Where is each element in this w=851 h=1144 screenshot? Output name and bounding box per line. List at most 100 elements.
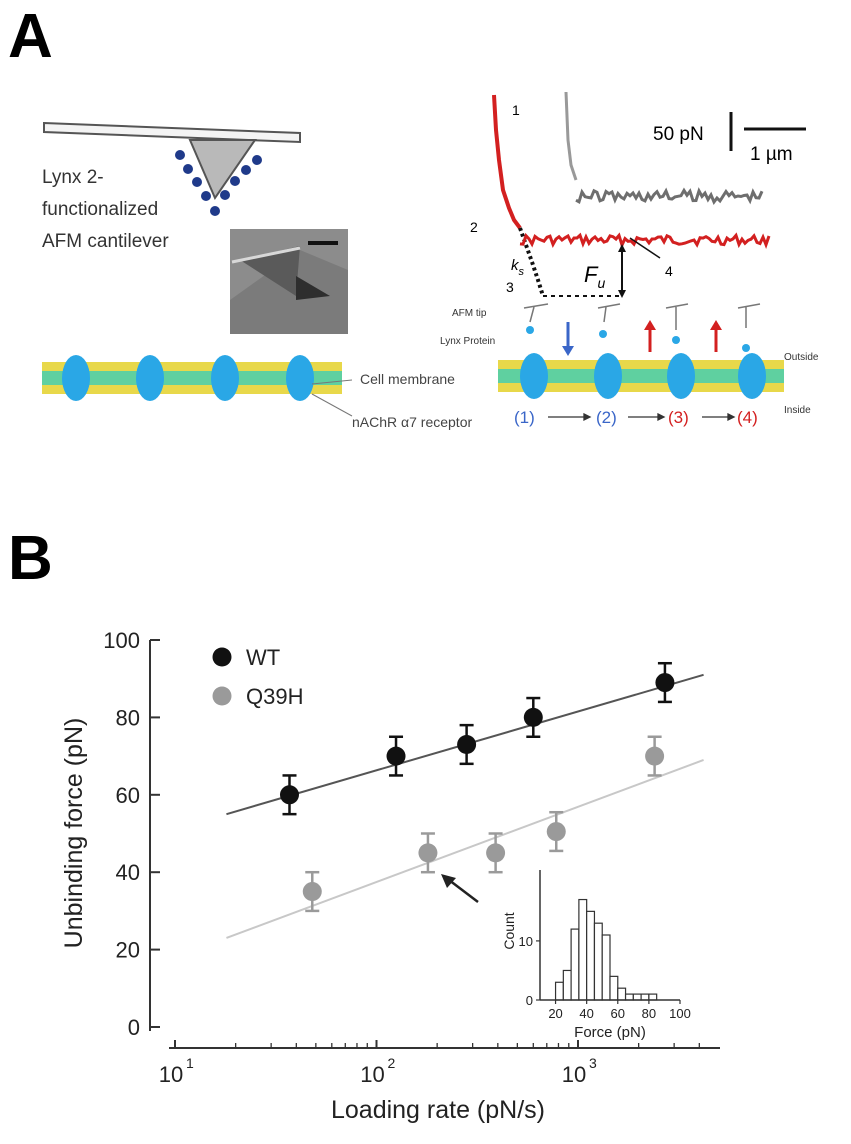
inset-pointer-arrowhead	[441, 874, 456, 888]
cell-membrane-label: Cell membrane	[360, 371, 455, 387]
cantilever-beam	[43, 121, 301, 144]
legend-marker-q39h	[212, 686, 232, 706]
receptor-icon	[594, 353, 622, 399]
step-label-4: (4)	[737, 408, 758, 427]
data-point-q39h	[486, 843, 506, 863]
afm-tip-sequence	[523, 303, 761, 330]
panel-a-letter: A	[8, 2, 53, 71]
trace-label-4: 4	[665, 263, 673, 279]
inset-y-label: Count	[501, 912, 517, 949]
receptor-icon	[136, 355, 164, 401]
x-tick-label: 10	[562, 1062, 586, 1087]
trace-label-1: 1	[512, 102, 520, 118]
histogram-bar	[562, 969, 572, 1001]
trace-label-2: 2	[470, 219, 478, 235]
fit-line-q39h	[226, 759, 704, 939]
inset-y-tick-label: 10	[519, 934, 533, 949]
x-axis-label: Loading rate (pN/s)	[331, 1096, 545, 1124]
cantilever-label-line-2: functionalized	[42, 199, 158, 220]
receptor-icon	[62, 355, 90, 401]
step-label-3: (3)	[668, 408, 689, 427]
histogram-bar	[578, 898, 588, 1001]
afm-tip-label: AFM tip	[452, 308, 487, 319]
cantilever-label-line-1: Lynx 2-	[42, 167, 104, 188]
direction-arrows	[562, 320, 722, 356]
data-point-q39h	[302, 882, 322, 902]
x-tick-exponent: 2	[388, 1055, 396, 1071]
y-tick-label: 60	[116, 783, 140, 808]
data-point-q39h	[418, 843, 438, 863]
y-tick-label: 40	[116, 860, 140, 885]
trace-label-3: 3	[506, 279, 514, 295]
cantilever-label-line-3: AFM cantilever	[42, 231, 169, 252]
lynx-protein-beads	[526, 326, 750, 352]
y-axis-label: Unbinding force (pN)	[60, 718, 88, 949]
y-tick-label: 20	[116, 938, 140, 963]
data-point-wt	[386, 746, 406, 766]
data-point-wt	[655, 673, 675, 693]
data-point-q39h	[645, 746, 665, 766]
sem-micrograph	[230, 229, 348, 334]
receptor-icon	[738, 353, 766, 399]
panel-b-letter: B	[8, 524, 53, 593]
legend-label-wt: WT	[246, 645, 280, 670]
y-tick-label: 0	[128, 1015, 140, 1040]
step-label-2: (2)	[596, 408, 617, 427]
outside-label: Outside	[784, 352, 819, 363]
step-arrows	[548, 412, 736, 422]
receptor-icon	[211, 355, 239, 401]
histogram-bar	[624, 993, 634, 1001]
inset-pointer-arrow	[448, 879, 479, 903]
fu-label: Fu	[584, 262, 605, 291]
panel-a-schematic: Lynx 2- functionalized AFM cantilever Ce…	[42, 91, 819, 430]
scale-force-label: 50 pN	[653, 124, 704, 145]
data-point-q39h	[546, 822, 566, 842]
histogram-bar	[640, 993, 650, 1001]
receptor-icon	[286, 355, 314, 401]
legend: WT Q39H	[212, 645, 303, 709]
membrane-right	[498, 353, 784, 399]
inset-x-tick-label: 60	[611, 1006, 625, 1021]
x-tick-label: 10	[360, 1062, 384, 1087]
histogram-bar	[554, 981, 564, 1001]
scale-distance-label: 1 µm	[750, 144, 793, 165]
histogram-bar	[601, 934, 611, 1001]
legend-marker-wt	[212, 647, 232, 667]
data-point-wt	[279, 785, 299, 805]
inset-x-tick-label: 80	[642, 1006, 656, 1021]
cantilever-tip	[188, 139, 257, 201]
step-label-1: (1)	[514, 408, 535, 427]
legend-label-q39h: Q39H	[246, 684, 303, 709]
histogram-bar	[570, 928, 580, 1001]
inside-label: Inside	[784, 405, 811, 416]
inset-x-tick-label: 20	[548, 1006, 562, 1021]
histogram-bar	[632, 993, 642, 1001]
inset-x-tick-label: 100	[669, 1006, 691, 1021]
inset-y-tick-label: 0	[526, 993, 533, 1008]
histogram-bar	[586, 910, 596, 1001]
y-tick-label: 80	[116, 705, 140, 730]
main-plot-data	[226, 661, 704, 939]
inset-x-tick-label: 40	[579, 1006, 593, 1021]
inset-x-label: Force (pN)	[574, 1024, 646, 1041]
receptor-icon	[667, 353, 695, 399]
membrane-left	[42, 355, 342, 401]
ks-label: ks	[511, 257, 525, 278]
data-point-wt	[457, 734, 477, 754]
x-tick-label: 10	[159, 1062, 183, 1087]
histogram-bar	[593, 922, 603, 1001]
data-point-wt	[523, 707, 543, 727]
lynx-beads	[175, 150, 262, 216]
histogram-bar	[609, 975, 619, 1001]
x-tick-exponent: 1	[186, 1055, 194, 1071]
lynx-protein-label: Lynx Protein	[440, 336, 495, 347]
x-tick-exponent: 3	[589, 1055, 597, 1071]
receptor-icon	[520, 353, 548, 399]
y-tick-label: 100	[103, 628, 140, 653]
force-trace	[492, 91, 771, 298]
histogram-bar	[648, 993, 658, 1001]
receptor-label: nAChR α7 receptor	[352, 414, 472, 430]
histogram-bar	[617, 987, 627, 1001]
